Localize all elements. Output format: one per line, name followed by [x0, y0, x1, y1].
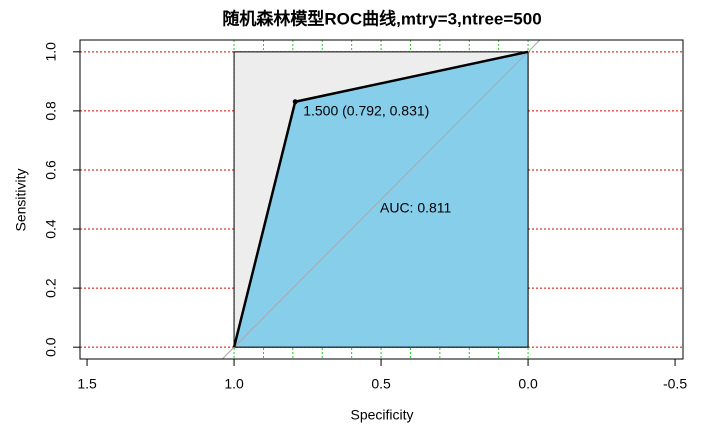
x-tick-label: 0.5 — [371, 376, 391, 392]
y-tick-label: 0.0 — [43, 337, 59, 357]
diagonal — [221, 40, 541, 359]
auc-label: AUC: 0.811 — [380, 200, 452, 216]
y-tick-label: 1.0 — [43, 42, 59, 62]
x-tick-label: 1.0 — [224, 376, 244, 392]
point-label: 1.500 (0.792, 0.831) — [303, 102, 429, 118]
y-tick-label: 0.8 — [43, 101, 59, 121]
best-point — [292, 99, 298, 105]
x-tick-label: 1.5 — [77, 376, 97, 392]
chart-title: 随机森林模型ROC曲线,mtry=3,ntree=500 — [222, 8, 541, 28]
y-axis-title: Sensitivity — [13, 168, 29, 231]
x-tick-label: -0.5 — [663, 376, 687, 392]
y-tick-label: 0.2 — [43, 278, 59, 298]
x-axis-title: Specificity — [350, 407, 413, 423]
x-tick-label: 0.0 — [518, 376, 538, 392]
y-tick-label: 0.6 — [43, 160, 59, 180]
y-tick-label: 0.4 — [43, 219, 59, 239]
